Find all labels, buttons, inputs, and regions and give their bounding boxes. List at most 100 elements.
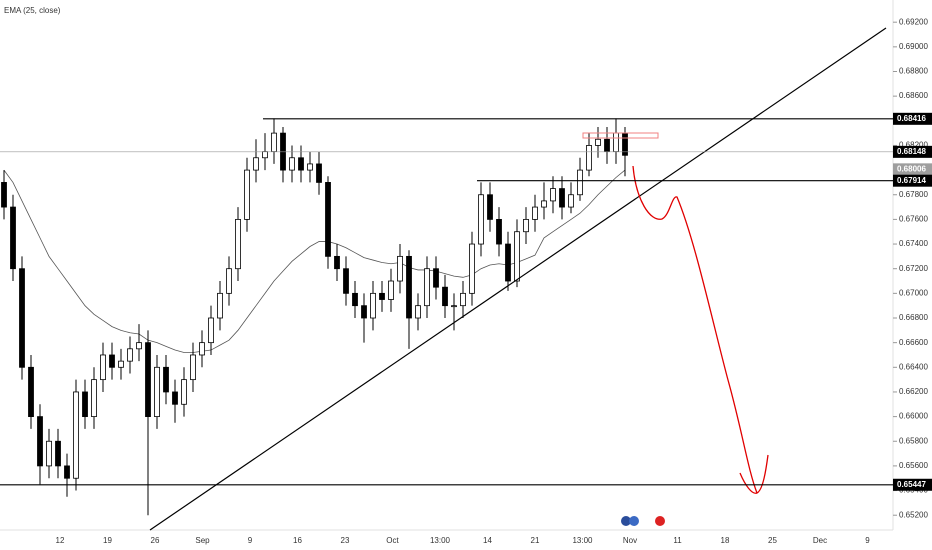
candle-body xyxy=(370,292,376,319)
y-tick-label: 0.65600 xyxy=(899,461,928,470)
candle-body xyxy=(109,354,115,368)
plot-area xyxy=(1,118,628,516)
y-tick-label: 0.68200 xyxy=(899,141,928,150)
x-tick-label: Oct xyxy=(386,536,399,545)
candle-body xyxy=(397,255,403,282)
candle-body xyxy=(10,206,16,270)
candle-body xyxy=(532,206,538,220)
candle-body xyxy=(190,354,196,381)
x-tick-label: 18 xyxy=(721,536,730,545)
event-icon[interactable] xyxy=(655,516,665,526)
candle-body xyxy=(487,194,493,220)
candle-body xyxy=(568,194,574,208)
candle-body xyxy=(1,182,7,208)
candle-body xyxy=(406,255,412,319)
trend-line xyxy=(149,27,887,531)
candle-body xyxy=(46,440,52,467)
x-tick-label: 25 xyxy=(768,536,777,545)
y-tick-label: 0.67400 xyxy=(899,239,928,248)
y-tick-label: 0.67600 xyxy=(899,215,928,224)
x-tick-label: 9 xyxy=(248,536,253,545)
candle-body xyxy=(181,379,187,405)
candle-body xyxy=(82,391,88,418)
x-tick-label: 21 xyxy=(531,536,540,545)
candle-body xyxy=(460,292,466,307)
candle-body xyxy=(388,280,394,300)
y-tick-label: 0.66800 xyxy=(899,313,928,322)
level-badge xyxy=(893,174,932,187)
candle-body xyxy=(127,348,133,362)
level-badge xyxy=(893,112,932,125)
candle-body xyxy=(172,391,178,405)
x-tick-label: 13:00 xyxy=(572,536,593,545)
level-badge xyxy=(893,163,932,176)
level-label: 0.68416 xyxy=(897,114,926,123)
indicator-label: EMA (25, close) xyxy=(4,6,61,15)
candle-body xyxy=(361,305,367,319)
level-label: 0.67914 xyxy=(897,176,926,185)
y-tick-label: 0.69000 xyxy=(899,42,928,51)
candle-body xyxy=(262,151,268,159)
y-tick-label: 0.66600 xyxy=(899,338,928,347)
candle-body xyxy=(307,163,313,171)
candle-body xyxy=(100,354,106,381)
x-tick-label: 23 xyxy=(341,536,350,545)
candle-body xyxy=(325,182,331,257)
event-icon[interactable] xyxy=(621,516,631,526)
y-tick-label: 0.66200 xyxy=(899,387,928,396)
candle-body xyxy=(541,200,547,208)
x-tick-label: 9 xyxy=(865,536,870,545)
candle-body xyxy=(433,268,439,288)
candle-body xyxy=(298,157,304,171)
level-label: 0.65447 xyxy=(897,480,926,489)
y-tick-label: 0.66400 xyxy=(899,362,928,371)
x-tick-label: 11 xyxy=(673,536,682,545)
candle-body xyxy=(37,416,43,467)
candle-body xyxy=(604,138,610,153)
y-tick-label: 0.68800 xyxy=(899,67,928,76)
candle-body xyxy=(73,391,79,479)
x-tick-label: 16 xyxy=(293,536,302,545)
drawn-arrow xyxy=(632,165,769,494)
candle-body xyxy=(217,292,223,319)
y-tick-label: 0.65200 xyxy=(899,510,928,519)
candle-body xyxy=(469,243,475,294)
candle-body xyxy=(316,163,322,183)
x-tick-label: 13:00 xyxy=(430,536,451,545)
y-tick-label: 0.69200 xyxy=(899,17,928,26)
candle-body xyxy=(163,366,169,393)
candle-body xyxy=(442,286,448,307)
candle-body xyxy=(19,268,25,368)
candle-body xyxy=(595,138,601,146)
y-tick-label: 0.68600 xyxy=(899,91,928,100)
x-tick-label: 26 xyxy=(151,536,160,545)
candle-body xyxy=(505,243,511,282)
zone-box xyxy=(582,132,659,139)
candle-body xyxy=(244,169,250,220)
candle-body xyxy=(55,440,61,467)
candle-body xyxy=(235,218,241,270)
event-icon[interactable] xyxy=(629,516,639,526)
y-tick-label: 0.65800 xyxy=(899,436,928,445)
ema-line xyxy=(3,169,626,353)
x-tick-label: Sep xyxy=(195,536,210,545)
y-tick-label: 0.67200 xyxy=(899,264,928,273)
y-tick-label: 0.67000 xyxy=(899,288,928,297)
candle-body xyxy=(424,268,430,307)
candle-body xyxy=(118,360,124,368)
candle-body xyxy=(154,366,160,418)
candle-body xyxy=(550,188,556,202)
candle-body xyxy=(145,342,151,418)
candle-body xyxy=(577,169,583,196)
level-label: 0.68148 xyxy=(897,147,926,156)
level-badge xyxy=(893,478,932,491)
candle-body xyxy=(559,188,565,208)
candle-body xyxy=(586,145,592,171)
candle-body xyxy=(253,157,259,171)
x-tick-label: 12 xyxy=(56,536,65,545)
level-badge xyxy=(893,145,932,158)
candle-body xyxy=(514,231,520,282)
candle-body xyxy=(613,132,619,153)
